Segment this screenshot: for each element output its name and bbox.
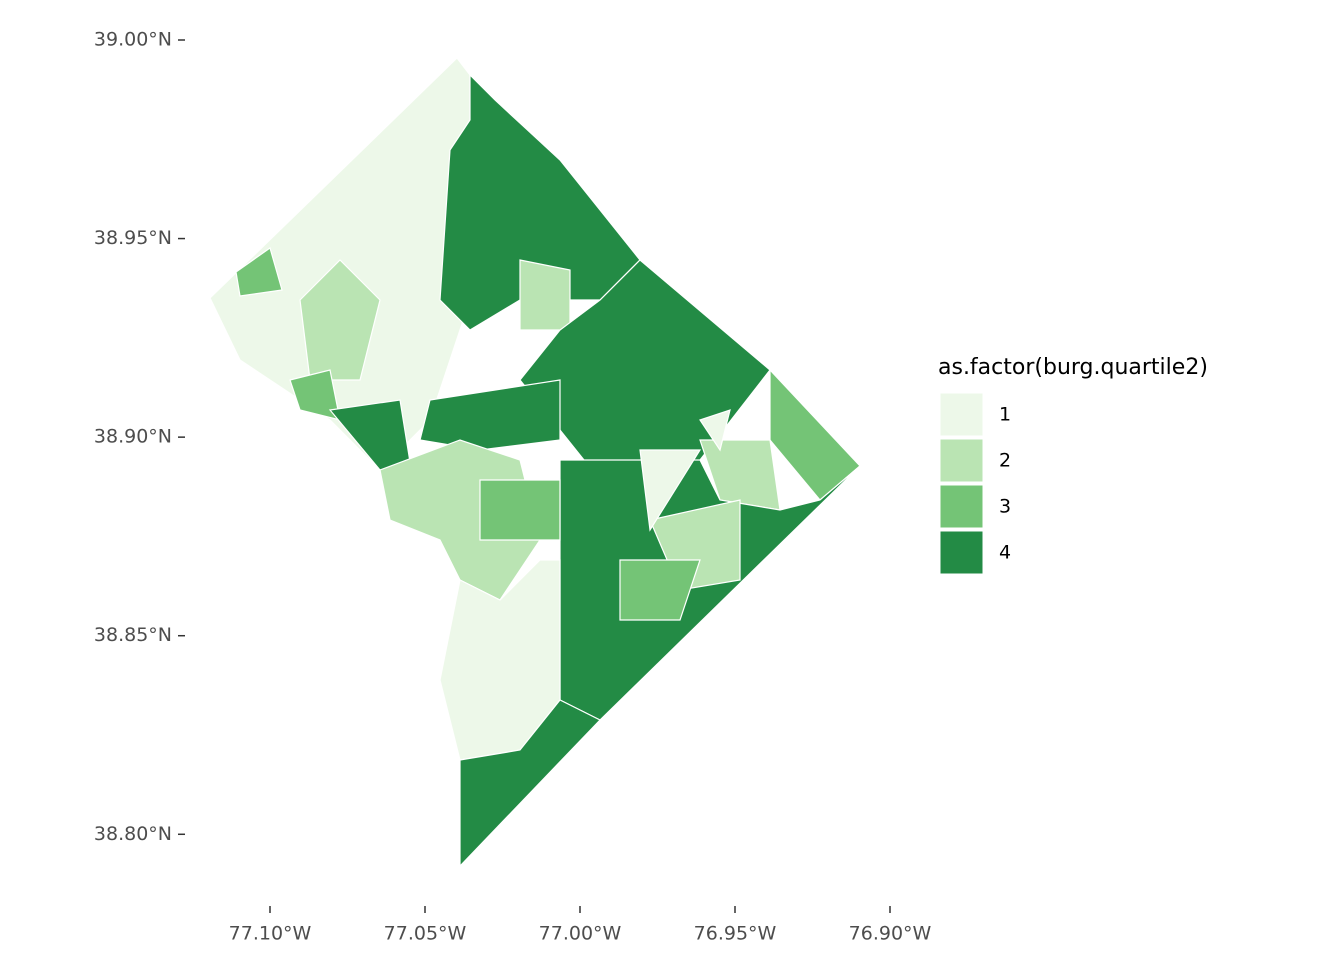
y-tick-label: 38.85°N [94,624,172,646]
region [519,259,571,331]
region [479,479,561,541]
x-tick-label: 77.00°W [539,923,622,945]
legend-title: as.factor(burg.quartile2) [938,355,1208,380]
region [639,449,702,532]
y-tick-label: 38.90°N [94,426,172,448]
region [459,699,601,868]
legend-label: 1 [999,404,1011,426]
region [559,459,861,721]
x-tick-label: 77.05°W [384,923,467,945]
legend-key [939,484,984,529]
x-tick-label: 77.10°W [229,923,312,945]
legend-key [939,530,984,575]
region [299,259,381,381]
legend-key [939,392,984,437]
x-tick-label: 76.95°W [694,923,777,945]
region [699,409,731,452]
legend-key [939,438,984,483]
y-tick-label: 39.00°N [94,29,172,51]
legend-label: 2 [999,450,1011,472]
x-tick-label: 76.90°W [849,923,932,945]
legend-label: 3 [999,496,1011,518]
region [619,559,701,621]
region [419,379,561,451]
y-tick-label: 38.95°N [94,227,172,249]
legend-label: 4 [999,542,1011,564]
region [769,368,861,501]
y-tick-label: 38.80°N [94,823,172,845]
region [235,247,283,297]
